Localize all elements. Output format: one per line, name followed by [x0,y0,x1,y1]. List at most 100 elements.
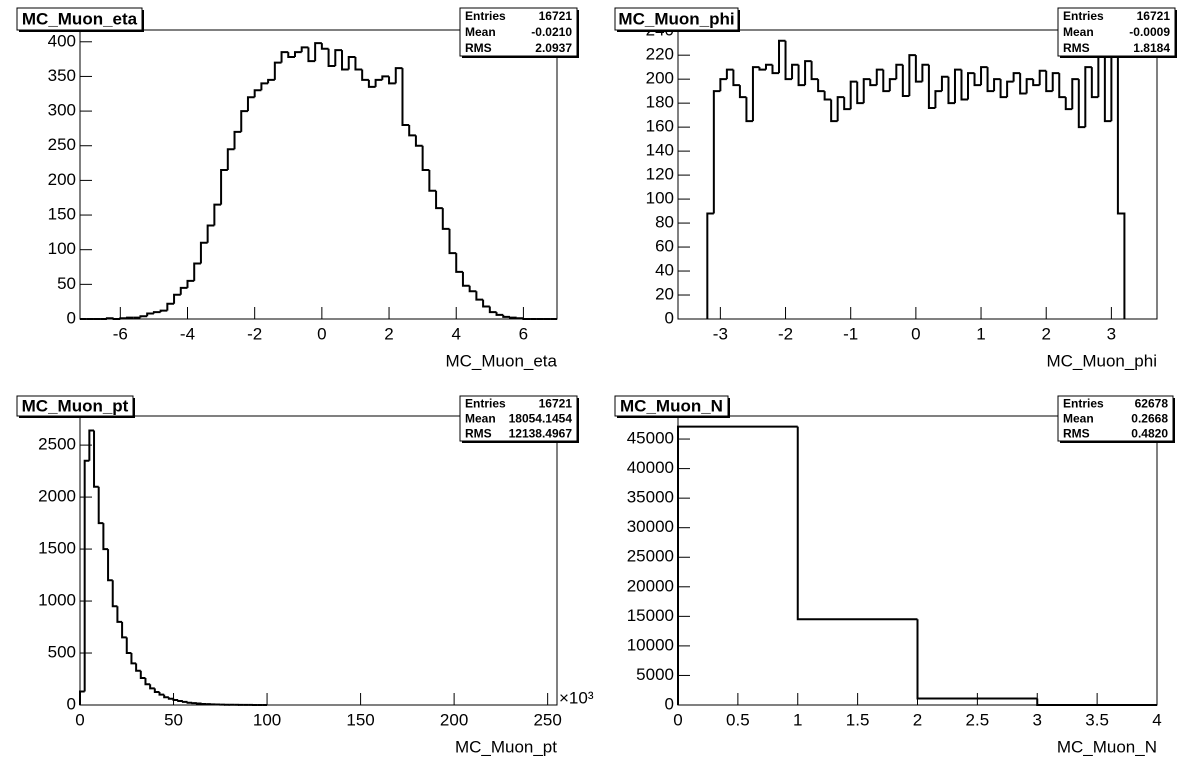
histogram-bin [163,694,169,699]
histogram-bin [414,135,423,147]
histogram-bin [441,208,450,230]
x-tick-label: 3 [1033,710,1042,729]
x-tick-label: 0 [317,324,326,343]
x-tick-label: 0.5 [726,710,750,729]
x-tick-label: -3 [713,324,728,343]
histogram-bin [515,317,524,320]
histogram-bin [199,241,208,264]
y-tick-label: 80 [655,213,674,232]
x-tick-label: -6 [113,324,128,343]
y-tick-label: 50 [57,274,76,293]
stats-box [459,7,578,57]
y-tick-label: 20 [655,285,674,304]
x-tick-label: 1 [793,710,802,729]
histogram-bin [111,580,118,608]
histogram-bin [107,549,113,582]
histogram-bin [856,81,864,105]
histogram-bin [764,63,773,70]
histogram-bin [1058,73,1066,99]
histogram-bin [135,663,141,672]
histogram-bin [408,124,416,137]
histogram-bin [435,190,443,210]
histogram-bin [144,677,151,686]
histogram-bin [181,700,188,703]
histogram-bin [947,76,955,105]
frame [677,29,1158,320]
histogram-bin [796,426,918,621]
y-tick-label: 200 [48,170,76,189]
x-tick-label: 50 [164,710,183,729]
histogram-bin [1084,66,1092,128]
stats-value: 18054.1454 [509,412,573,426]
histogram-bin [1032,79,1040,87]
histogram-bin [334,49,343,67]
histogram-bin [116,606,123,623]
stats-value: 16721 [539,9,573,23]
histogram-bin [1045,70,1053,93]
stats-label: Entries [1063,9,1104,23]
histogram-bin [960,69,969,101]
histogram-bin [751,66,760,122]
histogram-bin [206,224,215,243]
y-tick-label: 40000 [627,458,674,477]
x-axis-label: MC_Muon_N [1057,737,1157,756]
x-tick-label: -2 [247,324,262,343]
x-tick-label: -4 [180,324,195,343]
histogram-bin [901,64,910,97]
histogram-bin [149,684,155,690]
histogram-bin [980,66,988,86]
histogram-bin [1051,72,1060,92]
histogram-bin [875,68,884,86]
histogram-bin [186,279,195,288]
histogram-bin [1012,72,1021,82]
x-tick-label: 4 [1152,710,1161,729]
y-tick-label: 250 [48,135,76,154]
histogram-bin [738,85,747,99]
histogram-bin [300,46,309,53]
stats-value: -0.0009 [1129,25,1170,39]
histogram-bin [993,78,1001,92]
histogram-bin [126,316,134,319]
x-axis-label: MC_Muon_pt [455,737,557,756]
stats-value: 0.4820 [1131,427,1168,441]
histogram-bin [488,306,497,314]
histogram-bin [712,90,721,214]
y-tick-label: 1000 [38,591,76,610]
stats-value: 16721 [1137,9,1171,23]
chart-title: MC_Muon_N [620,396,723,415]
histogram-bin [253,89,262,98]
histogram-bin [388,76,396,85]
histogram-bin [940,75,949,92]
histogram-bin [105,317,114,320]
chart-title: MC_Muon_phi [618,9,734,28]
x-axis-label: MC_Muon_phi [1046,351,1157,370]
y-tick-label: 10000 [627,635,674,654]
histogram-bin [159,309,168,313]
x-tick-label: 2 [913,710,922,729]
histogram-bin [130,653,137,665]
y-tick-label: 20000 [627,576,674,595]
histogram-bin [166,302,175,311]
histogram-bin [908,54,916,96]
histogram-bin [280,51,289,63]
y-tick-label: 45000 [627,429,674,448]
x-tick-label: 100 [253,710,281,729]
histogram-bin [367,79,376,88]
histogram-bin [88,429,95,461]
histogram-bin [153,688,160,694]
histogram-bin [797,64,806,87]
histogram-bin [849,80,858,110]
histogram-bin [719,78,727,92]
histogram-bin [836,96,845,122]
histogram-bin [102,523,109,551]
histogram-bin [823,91,832,101]
histogram-bin [394,67,403,84]
y-tick-label: 160 [646,117,674,136]
histogram-bin [475,291,484,301]
histogram-bin [220,168,228,205]
x-tick-label: 3 [1107,324,1116,343]
y-tick-label: 15000 [627,606,674,625]
histogram-bin [973,73,982,87]
histogram-bin [246,96,255,112]
histogram-bin [895,63,903,80]
